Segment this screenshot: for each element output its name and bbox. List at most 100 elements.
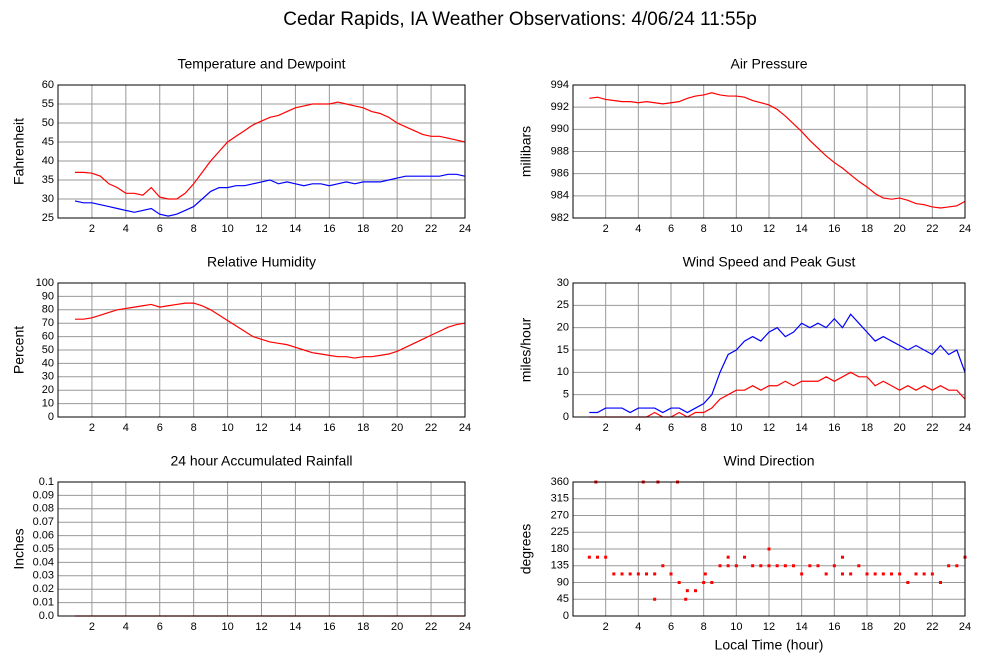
data-point xyxy=(930,572,934,576)
plot-frame xyxy=(572,84,966,219)
y-tick-label: 60 xyxy=(42,79,54,91)
x-tick-label: 10 xyxy=(221,223,233,235)
y-tick-label: 0 xyxy=(563,610,569,622)
x-tick-label: 2 xyxy=(89,422,95,434)
data-point xyxy=(718,564,722,568)
y-tick-label: 0.0 xyxy=(39,610,54,622)
y-tick-label: 100 xyxy=(36,277,54,289)
x-tick-label: 24 xyxy=(959,621,971,633)
data-point xyxy=(881,572,885,576)
y-tick-label: 984 xyxy=(551,190,569,202)
x-tick-label: 20 xyxy=(894,223,906,235)
x-tick-label: 24 xyxy=(459,621,471,633)
y-tick-label: 180 xyxy=(551,543,569,555)
x-tick-label: 14 xyxy=(796,422,808,434)
y-tick-label: 45 xyxy=(557,593,569,605)
data-point xyxy=(939,581,942,584)
data-point xyxy=(857,564,861,568)
x-tick-label: 4 xyxy=(123,422,129,434)
x-tick-label: 8 xyxy=(701,223,707,235)
y-tick-label: 0.04 xyxy=(33,556,54,568)
y-axis-label: Percent xyxy=(11,326,27,374)
x-tick-label: 6 xyxy=(668,422,674,434)
panel-title: Air Pressure xyxy=(730,56,807,72)
data-point xyxy=(587,555,591,559)
y-tick-label: 315 xyxy=(551,493,569,505)
data-point xyxy=(890,572,893,576)
data-point xyxy=(677,581,681,584)
y-tick-label: 0.08 xyxy=(33,503,54,515)
plot-frame xyxy=(57,481,466,617)
data-point xyxy=(751,564,755,568)
y-tick-label: 60 xyxy=(42,331,54,343)
data-point xyxy=(694,589,697,593)
x-tick-label: 22 xyxy=(425,621,437,633)
x-tick-label: 22 xyxy=(926,223,938,235)
plot-frame xyxy=(57,282,466,418)
y-tick-label: 225 xyxy=(551,526,569,538)
x-tick-label: 2 xyxy=(89,621,95,633)
x-tick-label: 2 xyxy=(603,422,609,434)
y-tick-label: 992 xyxy=(551,101,569,113)
x-tick-label: 20 xyxy=(894,621,906,633)
y-tick-label: 0.09 xyxy=(33,489,54,501)
data-point xyxy=(604,555,608,559)
y-tick-label: 135 xyxy=(551,560,569,572)
x-tick-label: 8 xyxy=(701,422,707,434)
data-point xyxy=(816,564,820,568)
data-point xyxy=(620,572,624,576)
data-point xyxy=(824,572,828,576)
plot-frame xyxy=(57,84,466,219)
y-tick-label: 988 xyxy=(551,145,569,157)
x-tick-label: 6 xyxy=(157,621,163,633)
data-point xyxy=(914,572,918,576)
data-point xyxy=(759,564,763,568)
y-axis-label: Fahrenheit xyxy=(11,118,27,185)
data-point xyxy=(669,572,673,576)
x-tick-label: 10 xyxy=(730,223,742,235)
y-tick-label: 40 xyxy=(42,357,54,369)
y-tick-label: 40 xyxy=(42,155,54,167)
x-tick-label: 14 xyxy=(289,422,301,434)
x-tick-label: 18 xyxy=(861,422,873,434)
x-tick-label: 2 xyxy=(603,223,609,235)
x-tick-label: 18 xyxy=(357,223,369,235)
x-tick-label: 24 xyxy=(459,223,471,235)
y-tick-label: 990 xyxy=(551,123,569,135)
y-tick-label: 70 xyxy=(42,317,54,329)
x-tick-label: 4 xyxy=(635,223,641,235)
x-tick-label: 16 xyxy=(323,621,335,633)
data-point xyxy=(841,555,844,559)
x-tick-label: 6 xyxy=(157,422,163,434)
data-point xyxy=(612,572,616,576)
y-tick-label: 5 xyxy=(563,389,569,401)
y-tick-label: 55 xyxy=(42,98,54,110)
x-tick-label: 22 xyxy=(926,621,938,633)
data-point xyxy=(734,564,738,568)
y-tick-label: 994 xyxy=(551,79,569,91)
y-tick-label: 982 xyxy=(551,212,569,224)
panel-title: Wind Speed and Peak Gust xyxy=(683,254,856,270)
x-tick-label: 20 xyxy=(391,621,403,633)
data-point xyxy=(800,572,804,576)
data-point xyxy=(873,572,877,576)
data-point xyxy=(783,564,787,568)
panel-title: Relative Humidity xyxy=(207,254,316,270)
plot-frame xyxy=(572,282,966,418)
data-point xyxy=(922,572,926,576)
data-point xyxy=(775,564,779,568)
data-point xyxy=(596,555,599,559)
x-tick-label: 16 xyxy=(828,223,840,235)
x-tick-label: 24 xyxy=(959,422,971,434)
data-line xyxy=(589,371,966,418)
panel-title: 24 hour Accumulated Rainfall xyxy=(170,453,352,469)
x-tick-label: 10 xyxy=(221,422,233,434)
data-point xyxy=(661,564,665,568)
x-tick-label: 4 xyxy=(635,422,641,434)
x-tick-label: 6 xyxy=(668,621,674,633)
data-point xyxy=(726,564,730,568)
data-point xyxy=(865,572,869,576)
y-tick-label: 0.03 xyxy=(33,570,54,582)
